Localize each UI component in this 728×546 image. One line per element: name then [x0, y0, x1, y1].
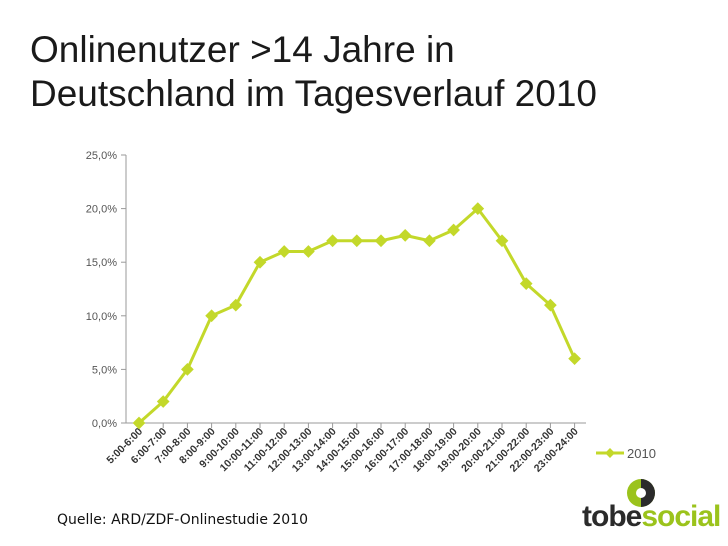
data-point: [156, 395, 170, 408]
data-point: [423, 234, 436, 248]
brand-logo: tobesocial: [582, 478, 722, 534]
title-line-1: Onlinenutzer >14 Jahre in: [30, 29, 455, 70]
slide-title: Onlinenutzer >14 Jahre in Deutschland im…: [30, 28, 720, 116]
y-tick-label: 5,0%: [92, 364, 117, 376]
source-note: Quelle: ARD/ZDF-Onlinestudie 2010: [57, 512, 309, 528]
data-point: [568, 352, 581, 366]
y-tick-label: 10,0%: [86, 311, 117, 323]
logo-text-tobe: tobe: [582, 500, 642, 533]
legend: 2010: [596, 446, 656, 461]
data-point: [398, 229, 412, 242]
title-line-2: Deutschland im Tagesverlauf 2010: [30, 73, 597, 114]
data-point: [302, 245, 315, 258]
data-point: [326, 234, 339, 248]
data-point: [205, 309, 218, 323]
data-point: [229, 298, 243, 312]
logo-wordmark: tobesocial: [582, 500, 721, 534]
legend-label: 2010: [627, 446, 656, 461]
data-point: [277, 245, 291, 258]
data-point: [350, 234, 364, 248]
y-tick-label: 20,0%: [86, 204, 117, 216]
data-point: [471, 202, 485, 215]
logo-text-social: social: [641, 500, 721, 533]
y-tick-label: 0,0%: [92, 418, 117, 430]
data-point: [447, 223, 460, 237]
logo-mark-icon: [627, 479, 655, 507]
data-point: [132, 416, 146, 430]
data-point: [253, 255, 267, 269]
y-tick-label: 15,0%: [86, 257, 117, 269]
data-point: [181, 363, 194, 376]
legend-marker: [605, 448, 615, 458]
y-tick-label: 25,0%: [86, 150, 117, 162]
data-point: [374, 234, 388, 248]
data-point: [495, 234, 509, 248]
